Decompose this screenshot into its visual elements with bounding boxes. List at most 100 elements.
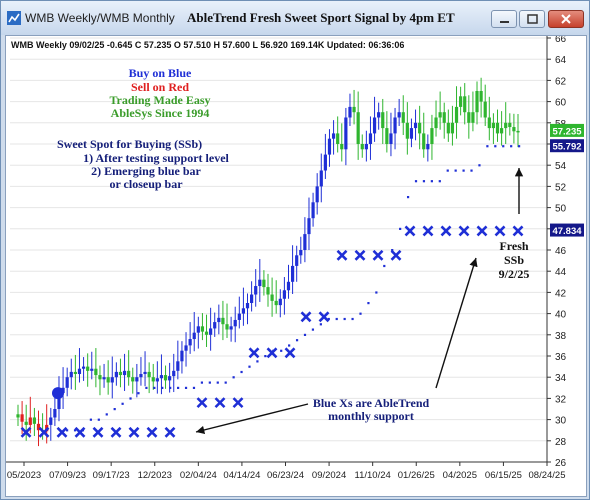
monthly-support-x xyxy=(266,347,278,359)
candle-body xyxy=(336,133,340,144)
candle-body xyxy=(487,117,491,129)
stop-dot xyxy=(208,381,211,384)
candle-body xyxy=(180,350,184,362)
stop-dot xyxy=(359,312,362,315)
stop-dot xyxy=(486,145,489,148)
stop-dot xyxy=(216,381,219,384)
candle-body xyxy=(397,112,401,118)
x-tick-label: 02/04/24 xyxy=(180,470,217,481)
candle-body xyxy=(459,96,463,107)
maximize-button[interactable] xyxy=(519,10,545,28)
candle-body xyxy=(303,234,307,250)
candle-body xyxy=(143,371,147,375)
candle-body xyxy=(475,91,479,113)
candle-body xyxy=(295,255,299,266)
candle-body xyxy=(233,319,237,327)
monthly-support-x xyxy=(512,225,524,237)
candle-body xyxy=(356,112,360,144)
blue-x-note-line-2: monthly support xyxy=(328,409,414,423)
stop-dot xyxy=(66,429,69,432)
stop-dot xyxy=(129,397,132,400)
arrow-to-monthly-level xyxy=(435,257,478,389)
candle-body xyxy=(151,377,155,382)
candle-body xyxy=(413,122,418,129)
candle-body xyxy=(389,133,393,144)
candle-body xyxy=(135,377,139,382)
candle-body xyxy=(147,371,151,378)
stop-dot xyxy=(319,323,322,326)
candle-body xyxy=(73,371,77,375)
monthly-support-x xyxy=(128,426,140,438)
candle-body xyxy=(217,317,221,323)
candle-body xyxy=(86,366,90,371)
candle-body xyxy=(176,361,180,371)
candle-body xyxy=(377,112,381,118)
candle-body xyxy=(200,326,205,332)
stop-dot xyxy=(184,386,188,389)
y-tick-label: 54 xyxy=(555,161,567,172)
candle-body xyxy=(122,370,127,376)
candle-body xyxy=(192,332,196,340)
stop-dot xyxy=(518,145,521,148)
candle-body xyxy=(393,117,397,134)
candle-body xyxy=(471,112,475,123)
stop-dot xyxy=(446,169,449,172)
title-bar: WMB Weekly/WMB Monthly AbleTrend Fresh S… xyxy=(1,1,589,35)
candle-body xyxy=(364,144,368,150)
candle-body xyxy=(331,133,336,139)
candle-body xyxy=(77,368,82,375)
monthly-support-x xyxy=(422,225,434,237)
entry-marker xyxy=(52,387,64,400)
y-axis-panel xyxy=(547,36,586,496)
x-tick-label: 12/2023 xyxy=(138,470,172,481)
candle-body xyxy=(131,377,135,382)
candle-body xyxy=(401,112,405,123)
candle-body xyxy=(94,368,98,376)
sweet-spot-item-3: or closeup bar xyxy=(109,177,183,191)
candle-body xyxy=(196,326,200,333)
monthly-support-x xyxy=(336,249,348,261)
candle-body xyxy=(409,128,414,139)
y-tick-label: 30 xyxy=(555,416,567,427)
candle-body xyxy=(127,370,131,378)
candle-body xyxy=(278,298,282,306)
candle-body xyxy=(360,144,364,150)
x-tick-label: 11/10/24 xyxy=(355,470,391,481)
legend-trading-made-easy: Trading Made Easy xyxy=(109,93,211,107)
candle-body xyxy=(53,409,57,418)
y-tick-label: 40 xyxy=(555,310,567,321)
x-tick-label: 04/2025 xyxy=(443,470,477,481)
chart-panel[interactable]: 2628303234363840424446485052545658606264… xyxy=(5,35,587,497)
stop-dot xyxy=(311,328,315,331)
minimize-button[interactable] xyxy=(491,10,517,28)
stop-dot xyxy=(248,365,251,368)
close-button[interactable] xyxy=(548,10,584,28)
y-tick-label: 38 xyxy=(555,331,567,342)
y-tick-label: 50 xyxy=(555,204,567,215)
y-tick-label: 52 xyxy=(555,182,567,193)
x-tick-label: 04/14/24 xyxy=(223,470,260,481)
stop-dot xyxy=(383,264,386,268)
x-tick-label: 08/24/25 xyxy=(529,470,566,481)
price-chart[interactable]: 2628303234363840424446485052545658606264… xyxy=(6,36,586,496)
stop-dot xyxy=(430,180,433,183)
candle-body xyxy=(516,130,520,133)
candle-body xyxy=(262,279,266,288)
candle-body xyxy=(430,128,434,144)
monthly-support-x xyxy=(92,426,104,438)
candle-body xyxy=(24,421,28,425)
x-tick-label: 06/15/25 xyxy=(485,470,522,481)
fresh-ssb-line-2: SSb xyxy=(503,253,525,267)
stop-dot xyxy=(343,317,346,321)
stop-dot xyxy=(327,317,330,321)
candle-body xyxy=(290,265,295,282)
candle-body xyxy=(250,294,254,303)
candle-body xyxy=(245,303,250,309)
candle-body xyxy=(258,279,262,287)
y-tick-label: 26 xyxy=(555,458,567,469)
monthly-support-tag xyxy=(550,223,584,237)
y-tick-label: 36 xyxy=(555,352,567,363)
stop-dot xyxy=(73,429,77,432)
stop-dot xyxy=(367,302,370,305)
stop-dot xyxy=(470,169,473,172)
